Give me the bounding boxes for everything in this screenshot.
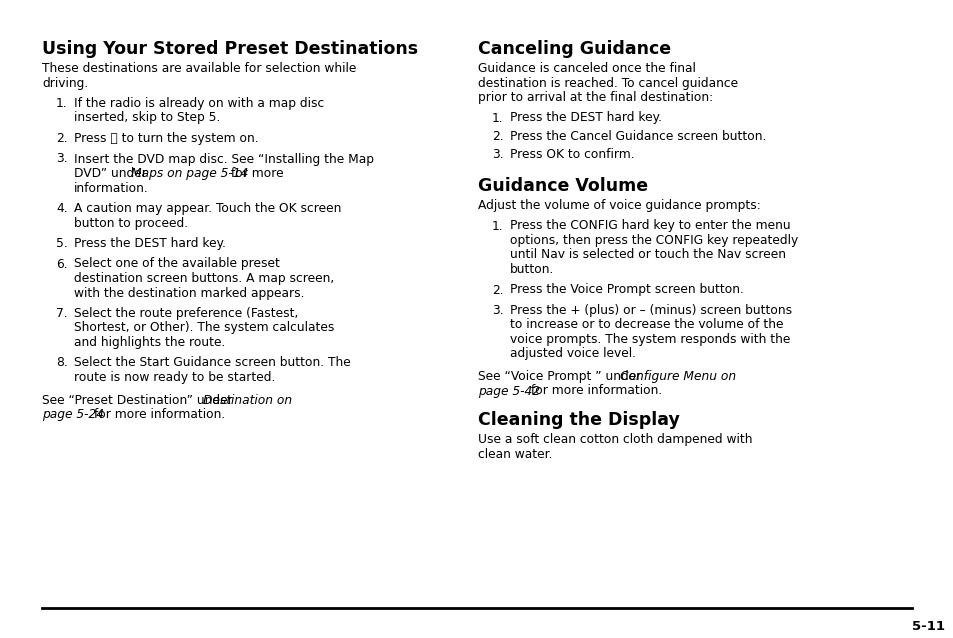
Text: prior to arrival at the final destination:: prior to arrival at the final destinatio…	[477, 91, 713, 104]
Text: Press the DEST hard key.: Press the DEST hard key.	[74, 237, 226, 250]
Text: 2.: 2.	[492, 130, 503, 143]
Text: with the destination marked appears.: with the destination marked appears.	[74, 286, 304, 299]
Text: options, then press the CONFIG key repeatedly: options, then press the CONFIG key repea…	[510, 234, 798, 247]
Text: Maps on page 5-14: Maps on page 5-14	[131, 167, 248, 180]
Text: Cleaning the Display: Cleaning the Display	[477, 411, 679, 429]
Text: 1.: 1.	[492, 112, 503, 124]
Text: button to proceed.: button to proceed.	[74, 216, 188, 230]
Text: inserted, skip to Step 5.: inserted, skip to Step 5.	[74, 112, 220, 124]
Text: 1.: 1.	[492, 219, 503, 232]
Text: button.: button.	[510, 263, 554, 276]
Text: If the radio is already on with a map disc: If the radio is already on with a map di…	[74, 97, 324, 110]
Text: route is now ready to be started.: route is now ready to be started.	[74, 371, 275, 384]
Text: driving.: driving.	[42, 77, 89, 89]
Text: clean water.: clean water.	[477, 447, 552, 461]
Text: Insert the DVD map disc. See “Installing the Map: Insert the DVD map disc. See “Installing…	[74, 152, 374, 165]
Text: Press the CONFIG hard key to enter the menu: Press the CONFIG hard key to enter the m…	[510, 219, 790, 232]
Text: 3.: 3.	[56, 152, 68, 165]
Text: Select the route preference (Fastest,: Select the route preference (Fastest,	[74, 307, 298, 320]
Text: adjusted voice level.: adjusted voice level.	[510, 348, 636, 360]
Text: 7.: 7.	[56, 307, 68, 320]
Text: Destination on: Destination on	[203, 394, 292, 406]
Text: to increase or to decrease the volume of the: to increase or to decrease the volume of…	[510, 318, 782, 332]
Text: voice prompts. The system responds with the: voice prompts. The system responds with …	[510, 333, 789, 346]
Text: Using Your Stored Preset Destinations: Using Your Stored Preset Destinations	[42, 40, 417, 58]
Text: 8.: 8.	[56, 357, 68, 369]
Text: page 5-42: page 5-42	[477, 385, 539, 397]
Text: Use a soft clean cotton cloth dampened with: Use a soft clean cotton cloth dampened w…	[477, 433, 752, 446]
Text: Press the Cancel Guidance screen button.: Press the Cancel Guidance screen button.	[510, 130, 765, 143]
Text: Select the Start Guidance screen button. The: Select the Start Guidance screen button.…	[74, 357, 351, 369]
Text: These destinations are available for selection while: These destinations are available for sel…	[42, 62, 356, 75]
Text: Guidance Volume: Guidance Volume	[477, 177, 647, 195]
Text: until Nav is selected or touch the Nav screen: until Nav is selected or touch the Nav s…	[510, 248, 785, 262]
Text: 6.: 6.	[56, 258, 68, 271]
Text: destination is reached. To cancel guidance: destination is reached. To cancel guidan…	[477, 77, 738, 89]
Text: 5.: 5.	[56, 237, 68, 250]
Text: and highlights the route.: and highlights the route.	[74, 336, 225, 349]
Text: Press OK to confirm.: Press OK to confirm.	[510, 149, 634, 161]
Text: Press the + (plus) or – (minus) screen buttons: Press the + (plus) or – (minus) screen b…	[510, 304, 791, 317]
Text: 2.: 2.	[56, 132, 68, 145]
Text: page 5-24: page 5-24	[42, 408, 104, 421]
Text: Adjust the volume of voice guidance prompts:: Adjust the volume of voice guidance prom…	[477, 199, 760, 212]
Text: See “Voice Prompt ” under: See “Voice Prompt ” under	[477, 370, 644, 383]
Text: information.: information.	[74, 181, 149, 195]
Text: 5-11: 5-11	[911, 620, 944, 633]
Text: A caution may appear. Touch the OK screen: A caution may appear. Touch the OK scree…	[74, 202, 341, 215]
Text: 2.: 2.	[492, 283, 503, 297]
Text: Guidance is canceled once the final: Guidance is canceled once the final	[477, 62, 695, 75]
Text: See “Preset Destination” under: See “Preset Destination” under	[42, 394, 236, 406]
Text: for more information.: for more information.	[526, 385, 661, 397]
Text: Configure Menu on: Configure Menu on	[619, 370, 736, 383]
Text: Canceling Guidance: Canceling Guidance	[477, 40, 670, 58]
Text: for more: for more	[227, 167, 283, 180]
Text: 3.: 3.	[492, 304, 503, 317]
Text: Press the Voice Prompt screen button.: Press the Voice Prompt screen button.	[510, 283, 743, 297]
Text: 4.: 4.	[56, 202, 68, 215]
Text: Press the DEST hard key.: Press the DEST hard key.	[510, 112, 661, 124]
Text: 1.: 1.	[56, 97, 68, 110]
Text: Select one of the available preset: Select one of the available preset	[74, 258, 279, 271]
Text: destination screen buttons. A map screen,: destination screen buttons. A map screen…	[74, 272, 334, 285]
Text: Press ⒤ to turn the system on.: Press ⒤ to turn the system on.	[74, 132, 258, 145]
Text: 3.: 3.	[492, 149, 503, 161]
Text: for more information.: for more information.	[90, 408, 225, 421]
Text: DVD” under: DVD” under	[74, 167, 151, 180]
Text: Shortest, or Other). The system calculates: Shortest, or Other). The system calculat…	[74, 322, 334, 334]
